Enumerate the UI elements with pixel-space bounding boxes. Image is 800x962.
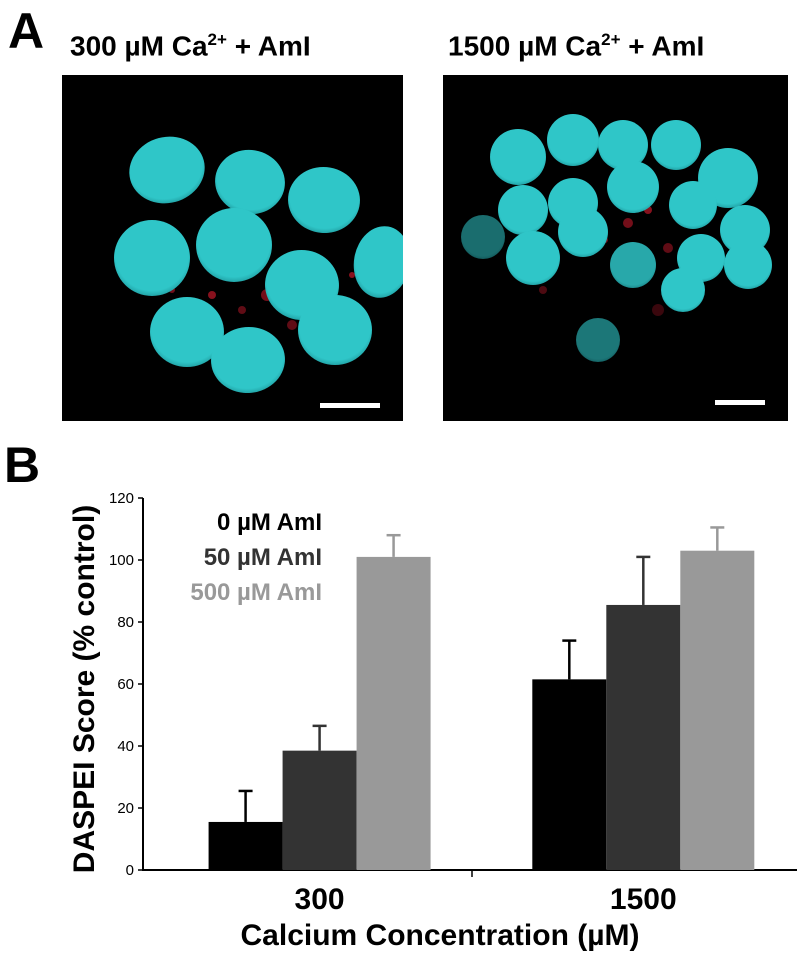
nucleus <box>288 166 360 234</box>
nucleus <box>669 181 717 229</box>
red-stain-spot <box>208 291 216 299</box>
red-stain-spot <box>349 272 355 278</box>
y-tick-label: 0 <box>126 862 134 879</box>
y-axis-title: DASPEI Score (% control) <box>68 505 101 873</box>
legend-entry: 500 µM AmI <box>190 579 322 606</box>
y-tick-label: 120 <box>109 490 134 507</box>
y-tick-label: 80 <box>117 614 134 631</box>
micrograph-300-svg <box>114 136 403 408</box>
bar <box>680 550 755 870</box>
micrograph-300 <box>62 75 403 421</box>
red-stain-spot <box>287 320 297 330</box>
nucleus <box>196 208 272 282</box>
red-stain-spot <box>652 304 664 316</box>
bar <box>356 556 431 870</box>
nucleus <box>576 318 620 362</box>
y-tick-label: 40 <box>117 738 134 755</box>
red-stain-spot <box>623 218 633 228</box>
nucleus <box>610 242 656 288</box>
nucleus <box>461 215 505 259</box>
bar <box>532 679 607 870</box>
nucleus <box>661 268 705 312</box>
image-title-300-suffix: + AmI <box>226 30 311 62</box>
image-title-1500-suffix: + AmI <box>620 30 705 62</box>
micrograph-1500 <box>443 75 788 421</box>
red-stain-spot <box>539 286 547 294</box>
nucleus <box>114 220 190 296</box>
y-tick-label: 20 <box>117 800 134 817</box>
bar <box>282 750 357 870</box>
nucleus <box>558 207 608 257</box>
nucleus <box>298 295 372 365</box>
y-tick-label: 60 <box>117 676 134 693</box>
scale-bar <box>715 400 765 405</box>
red-stain-spot <box>663 243 673 253</box>
nucleus <box>353 226 403 298</box>
x-axis-title: Calcium Concentration (µM) <box>241 919 640 952</box>
nucleus <box>211 326 285 394</box>
x-category-label: 1500 <box>610 883 677 916</box>
micrograph-1500-svg <box>461 114 772 405</box>
bar-chart: 0 20 40 60 80 100 120 300 1500 0 µM AmI 50 µM AmI 5… <box>68 490 797 952</box>
nucleus <box>490 129 546 185</box>
image-title-1500-text: 1500 µM Ca <box>448 30 602 62</box>
nucleus <box>720 205 770 255</box>
image-title-300-sup: 2+ <box>207 30 227 49</box>
nucleus <box>651 120 701 170</box>
nucleus <box>215 149 285 215</box>
legend-entry: 50 µM AmI <box>204 544 322 571</box>
image-title-1500-sup: 2+ <box>601 30 621 49</box>
nucleus <box>724 241 772 289</box>
y-tick-label: 100 <box>109 552 134 569</box>
nucleus <box>547 114 599 166</box>
nucleus <box>498 185 548 235</box>
chart-labels: 0 20 40 60 80 100 120 300 1500 0 µM AmI 50 µM AmI 5… <box>68 490 677 952</box>
nucleus <box>598 120 648 170</box>
panel-a-letter: A <box>8 3 45 59</box>
nucleus <box>506 231 560 285</box>
nucleus <box>129 136 205 204</box>
legend-entry: 0 µM AmI <box>217 509 322 536</box>
image-title-1500: 1500 µM Ca2+ + AmI <box>448 30 704 62</box>
image-title-300: 300 µM Ca2+ + AmI <box>70 30 311 62</box>
bar <box>208 821 283 870</box>
red-stain-spot <box>238 306 246 314</box>
chart-bars <box>208 526 755 870</box>
panel-b-letter: B <box>4 437 41 493</box>
x-category-label: 300 <box>295 883 345 916</box>
nucleus <box>607 161 659 213</box>
nucleus <box>150 297 224 367</box>
scale-bar <box>320 403 380 408</box>
bar <box>606 604 681 870</box>
image-title-300-text: 300 µM Ca <box>70 30 208 62</box>
